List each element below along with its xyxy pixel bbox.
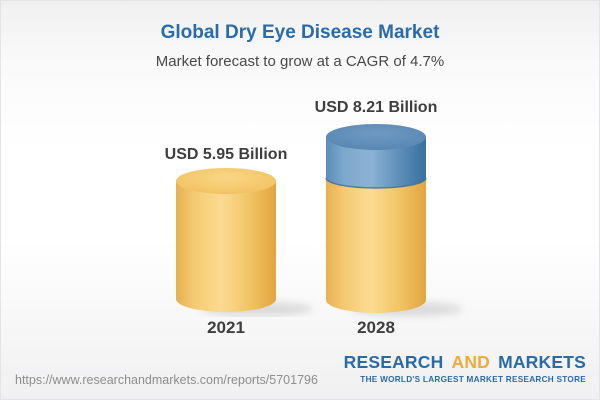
logo-tagline: THE WORLD'S LARGEST MARKET RESEARCH STOR… (360, 375, 586, 384)
bar-category-label-2028: 2028 (357, 318, 395, 337)
logo-wordmark: RESEARCH AND MARKETS (344, 352, 586, 373)
bar-category-label-2021: 2021 (207, 318, 245, 337)
cylinder-body-gold (176, 181, 276, 312)
cylinder-bar-2021 (176, 168, 313, 316)
cylinder-top-blue (326, 124, 426, 150)
logo-word-and: AND (451, 352, 490, 372)
cylinder-segment-gold (326, 178, 426, 313)
cylinder-segment-blue (326, 137, 426, 188)
logo-word-research: RESEARCH (343, 352, 444, 372)
bar-value-label-2021: USD 5.95 Billion (164, 146, 288, 163)
logo-word-markets: MARKETS (498, 352, 586, 372)
cylinder-segment-blue-rim (325, 177, 427, 189)
cylinder-bar-2028 (325, 124, 463, 316)
cylinder-top-gold (176, 168, 276, 194)
research-and-markets-logo: RESEARCH AND MARKETS THE WORLD'S LARGEST… (344, 352, 586, 384)
bar-value-label-2028: USD 8.21 Billion (314, 99, 438, 116)
chart-subtitle: Market forecast to grow at a CAGR of 4.7… (155, 53, 445, 70)
report-url: https://www.researchandmarkets.com/repor… (15, 373, 318, 387)
chart-title: Global Dry Eye Disease Market (160, 22, 440, 43)
